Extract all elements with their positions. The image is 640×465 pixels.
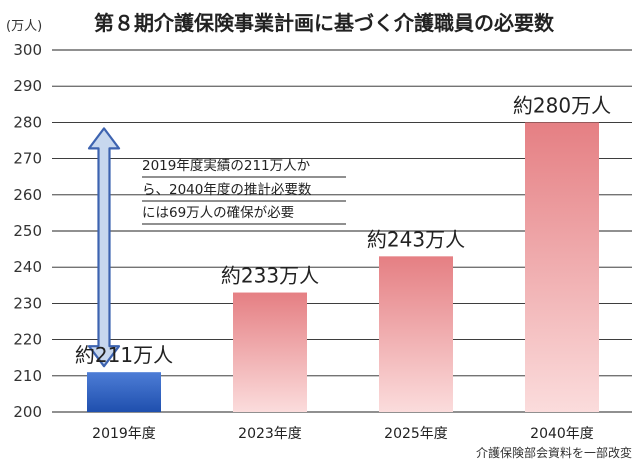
annotation: 2019年度実績の211万人か ら、2040年度の推計必要数 には69万人の確保… bbox=[142, 158, 346, 225]
chart-title: 第８期介護保険事業計画に基づく介護職員の必要数 bbox=[94, 11, 555, 35]
bar-2023年度 bbox=[233, 292, 307, 412]
category-label: 2040年度 bbox=[530, 426, 594, 442]
bar-2025年度 bbox=[379, 256, 453, 412]
y-tick-label: 270 bbox=[13, 150, 42, 168]
y-tick-label: 300 bbox=[13, 41, 42, 59]
data-label: 約211万人 bbox=[75, 343, 173, 367]
y-tick-label: 200 bbox=[13, 403, 42, 421]
y-tick-label: 290 bbox=[13, 77, 42, 95]
data-label: 約243万人 bbox=[367, 227, 465, 251]
y-unit-label: (万人) bbox=[6, 19, 42, 34]
category-label: 2019年度 bbox=[92, 426, 156, 442]
y-tick-label: 220 bbox=[13, 331, 42, 349]
category-label: 2025年度 bbox=[384, 426, 448, 442]
y-tick-label: 250 bbox=[13, 222, 42, 240]
y-tick-label: 230 bbox=[13, 294, 42, 312]
double-arrow-icon bbox=[87, 127, 121, 368]
y-tick-label: 260 bbox=[13, 186, 42, 204]
bar-2040年度 bbox=[525, 122, 599, 413]
data-label: 約280万人 bbox=[513, 93, 611, 117]
source-note: 介護保険部会資料を一部改変 bbox=[476, 445, 632, 460]
annotation-line-2: ら、2040年度の推計必要数 bbox=[142, 182, 312, 198]
annotation-line-1: 2019年度実績の211万人か bbox=[142, 158, 311, 174]
y-tick-label: 210 bbox=[13, 367, 42, 385]
bar-2019年度 bbox=[87, 372, 161, 412]
annotation-line-3: には69万人の確保が必要 bbox=[142, 205, 294, 221]
y-tick-label: 240 bbox=[13, 258, 42, 276]
data-label: 約233万人 bbox=[221, 264, 319, 288]
y-tick-label: 280 bbox=[13, 113, 42, 131]
category-label: 2023年度 bbox=[238, 426, 302, 442]
